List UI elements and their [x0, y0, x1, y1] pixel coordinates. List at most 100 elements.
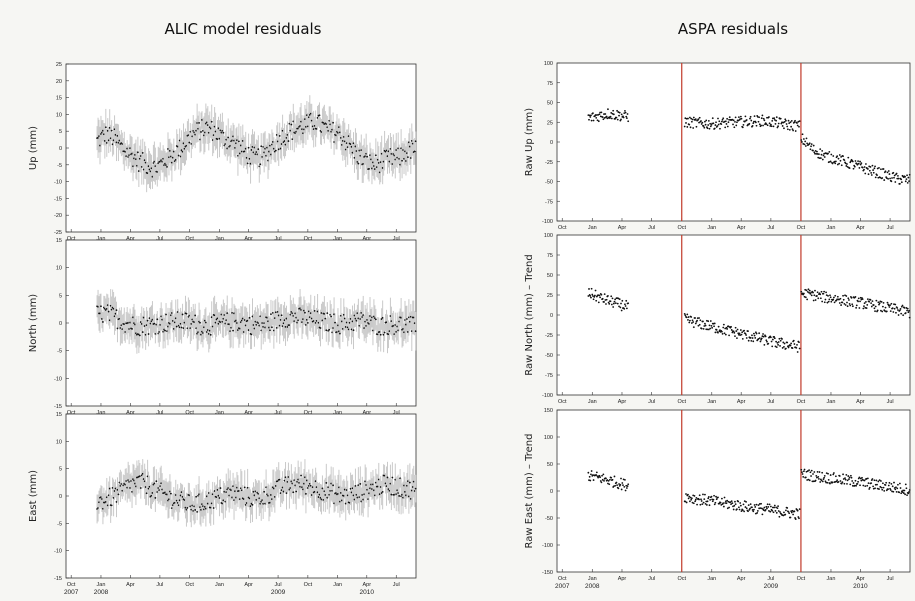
data-point: [105, 307, 108, 310]
data-point: [364, 480, 367, 483]
data-point: [414, 140, 417, 143]
data-point: [146, 319, 149, 322]
data-point: [846, 301, 848, 304]
data-point: [694, 500, 697, 503]
data-point: [627, 120, 630, 123]
data-point: [256, 153, 259, 156]
data-point: [406, 318, 408, 320]
data-point: [242, 498, 245, 500]
data-point: [238, 327, 241, 330]
data-point: [603, 117, 606, 119]
data-point: [339, 131, 341, 134]
data-point: [112, 496, 115, 499]
y-tick-label: 75: [547, 81, 553, 87]
data-point: [98, 501, 100, 504]
data-point: [715, 498, 718, 501]
data-point: [696, 503, 698, 506]
data-point: [383, 474, 386, 477]
data-point: [898, 491, 901, 494]
data-point: [695, 496, 698, 499]
data-point: [363, 493, 366, 496]
data-point: [152, 483, 155, 486]
data-point: [603, 479, 605, 482]
data-point: [823, 156, 826, 158]
data-point: [709, 125, 712, 128]
data-point: [705, 504, 708, 506]
data-point: [139, 321, 142, 323]
data-point: [324, 317, 327, 320]
data-point: [618, 298, 621, 301]
data-point: [371, 316, 373, 319]
data-point: [690, 120, 693, 123]
data-point: [373, 315, 375, 318]
data-point: [714, 124, 717, 126]
data-point: [798, 347, 801, 350]
data-point: [821, 471, 824, 474]
data-point: [612, 109, 615, 112]
data-series-1: [587, 287, 630, 312]
data-point: [97, 305, 99, 308]
data-point: [838, 154, 841, 156]
data-series-1: [96, 95, 417, 193]
data-point: [861, 476, 863, 479]
data-point: [807, 288, 810, 291]
data-point: [836, 155, 839, 158]
data-point: [884, 484, 887, 486]
x-tick-label: Apr: [618, 399, 627, 405]
data-point: [414, 487, 417, 490]
y-tick-label: 0: [59, 146, 62, 152]
data-point: [692, 321, 695, 323]
data-point: [601, 116, 604, 118]
data-point: [607, 480, 610, 482]
data-point: [745, 507, 748, 510]
data-point: [778, 337, 781, 340]
data-point: [727, 121, 730, 124]
data-point: [310, 494, 313, 496]
data-point: [623, 307, 626, 310]
data-point: [366, 319, 369, 321]
data-point: [141, 331, 144, 333]
data-point: [871, 478, 874, 480]
data-point: [874, 487, 876, 490]
data-point: [396, 325, 399, 328]
data-point: [901, 491, 904, 493]
data-point: [810, 145, 812, 148]
data-point: [872, 485, 874, 488]
data-point: [869, 298, 872, 301]
year-label: 2010: [853, 583, 868, 590]
data-point: [223, 144, 226, 147]
data-point: [816, 150, 818, 153]
data-point: [880, 168, 882, 171]
data-point: [370, 319, 372, 322]
data-point: [264, 147, 267, 150]
data-point: [229, 330, 232, 333]
data-point: [805, 137, 808, 140]
data-point: [246, 319, 249, 322]
data-point: [621, 482, 624, 484]
data-point: [177, 154, 180, 157]
data-point: [745, 119, 748, 121]
data-point: [848, 299, 850, 301]
data-point: [299, 307, 301, 310]
data-point: [609, 117, 611, 119]
data-point: [249, 162, 252, 165]
data-point: [734, 120, 736, 123]
data-point: [283, 140, 286, 142]
y-tick-label: -25: [545, 160, 553, 166]
data-point: [318, 114, 321, 117]
data-point: [308, 482, 311, 485]
data-point: [270, 313, 272, 315]
data-point: [199, 321, 201, 324]
data-point: [107, 310, 110, 313]
data-point: [605, 303, 607, 305]
year-label: 2007: [64, 589, 79, 596]
data-point: [400, 495, 403, 498]
data-point: [311, 486, 314, 489]
data-point: [829, 482, 831, 485]
data-point: [362, 498, 365, 501]
data-point: [149, 322, 152, 325]
data-point: [849, 474, 852, 477]
data-point: [244, 324, 247, 327]
data-point: [907, 176, 910, 179]
data-point: [700, 327, 703, 330]
